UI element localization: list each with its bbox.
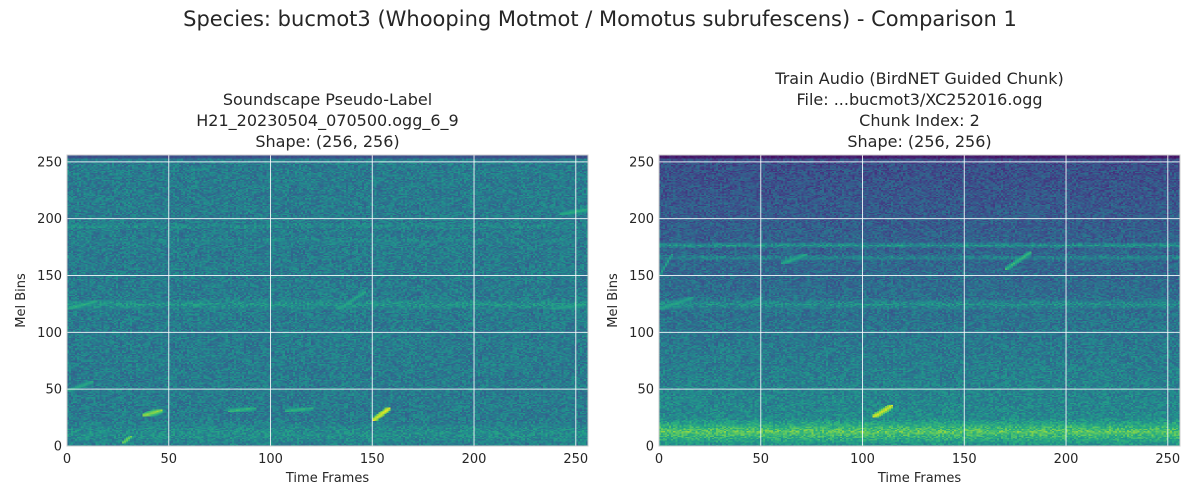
y-tick-label: 150 bbox=[37, 269, 62, 284]
panel-title-line: Chunk Index: 2 bbox=[859, 111, 980, 130]
plot-frame bbox=[658, 154, 1181, 447]
y-tick-label: 50 bbox=[45, 383, 62, 398]
y-tick-label: 100 bbox=[37, 326, 62, 341]
y-tick-label: 200 bbox=[37, 212, 62, 227]
y-tick-label: 250 bbox=[37, 155, 62, 170]
panel-title-line: File: ...bucmot3/XC252016.ogg bbox=[796, 90, 1042, 109]
x-tick-label: 150 bbox=[952, 452, 977, 467]
panel-title-line: Train Audio (BirdNET Guided Chunk) bbox=[774, 69, 1063, 88]
figure-title: Species: bucmot3 (Whooping Motmot / Momo… bbox=[183, 7, 1017, 31]
panel-title-line: Shape: (256, 256) bbox=[847, 132, 991, 151]
panel-title-line: H21_20230504_070500.ogg_6_9 bbox=[196, 111, 458, 131]
x-tick-label: 150 bbox=[360, 452, 385, 467]
x-axis-label: Time Frames bbox=[285, 471, 369, 486]
spectrogram-image bbox=[67, 155, 588, 446]
y-tick-label: 0 bbox=[54, 440, 62, 455]
y-tick-label: 200 bbox=[629, 212, 654, 227]
x-axis-label: Time Frames bbox=[877, 471, 961, 486]
y-tick-label: 50 bbox=[637, 383, 654, 398]
x-tick-label: 50 bbox=[160, 452, 177, 467]
panel-title-line: Shape: (256, 256) bbox=[255, 132, 399, 151]
x-tick-label: 250 bbox=[563, 452, 588, 467]
heatmap-panel-soundscape: 0 50 100 150 200 250 0 50 100 150 200 250 Time Frame… bbox=[14, 90, 589, 486]
x-tick-label: 250 bbox=[1155, 452, 1180, 467]
x-tick-label: 0 bbox=[63, 452, 71, 467]
heatmap-panel-train-audio: 0 50 100 150 200 250 0 50 100 150 200 250 Time Frame… bbox=[606, 69, 1181, 486]
y-tick-label: 250 bbox=[629, 155, 654, 170]
panel-title-line: Soundscape Pseudo-Label bbox=[223, 90, 432, 109]
spectrogram-image bbox=[659, 155, 1180, 446]
x-tick-label: 100 bbox=[258, 452, 283, 467]
x-tick-label: 0 bbox=[655, 452, 663, 467]
x-tick-label: 50 bbox=[752, 452, 769, 467]
x-tick-label: 200 bbox=[1054, 452, 1079, 467]
x-tick-label: 200 bbox=[462, 452, 487, 467]
y-tick-label: 0 bbox=[646, 440, 654, 455]
y-tick-label: 100 bbox=[629, 326, 654, 341]
y-axis-label: Mel Bins bbox=[606, 273, 621, 328]
x-tick-label: 100 bbox=[850, 452, 875, 467]
plot-frame bbox=[66, 154, 589, 447]
y-tick-label: 150 bbox=[629, 269, 654, 284]
y-axis-label: Mel Bins bbox=[14, 273, 29, 328]
